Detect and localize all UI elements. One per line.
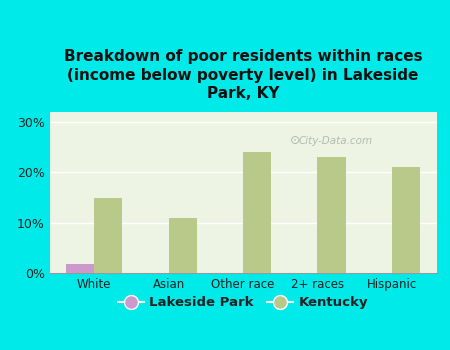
Bar — [66, 264, 94, 273]
Bar — [392, 167, 420, 273]
Bar — [94, 197, 122, 273]
Text: City-Data.com: City-Data.com — [299, 136, 373, 146]
Legend: Lakeside Park, Kentucky: Lakeside Park, Kentucky — [112, 291, 374, 315]
Bar — [243, 152, 271, 273]
Bar — [317, 157, 346, 273]
Title: Breakdown of poor residents within races
(income below poverty level) in Lakesid: Breakdown of poor residents within races… — [64, 49, 422, 101]
Text: ⊙: ⊙ — [290, 134, 301, 147]
Bar — [169, 218, 197, 273]
